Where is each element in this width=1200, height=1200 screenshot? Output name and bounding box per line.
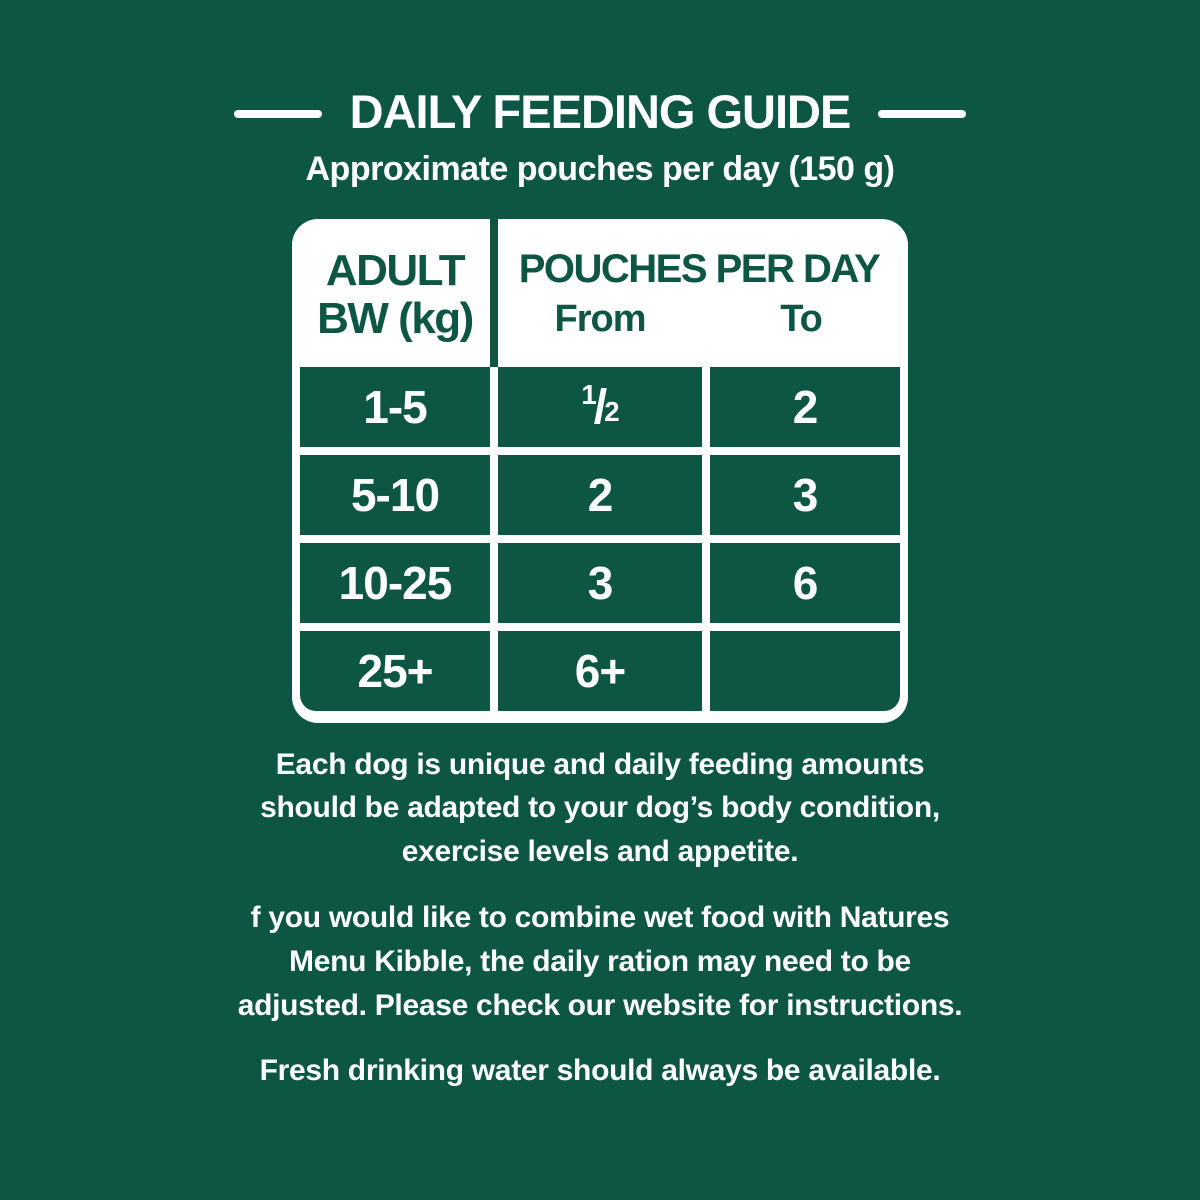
note-line: f you would like to combine wet food wit… bbox=[250, 901, 950, 935]
note-combine-kibble: f you would like to combine wet food wit… bbox=[0, 896, 1200, 1027]
table-cell-to bbox=[710, 630, 900, 711]
table-cell-bodyweight: 25+ bbox=[300, 630, 490, 711]
title-dash-right bbox=[878, 109, 967, 118]
note-line: exercise levels and appetite. bbox=[401, 835, 799, 869]
note-line: Each dog is unique and daily feeding amo… bbox=[275, 747, 925, 781]
title-dash-left bbox=[233, 109, 322, 118]
table-cell-from: 3 bbox=[498, 542, 702, 623]
table-cell-from: 2 bbox=[498, 454, 702, 535]
column-header-to: To bbox=[780, 298, 823, 341]
table-cell-to: 3 bbox=[710, 454, 900, 535]
column-header-bodyweight: ADULT BW (kg) bbox=[300, 219, 490, 367]
pouches-per-day-label: POUCHES PER DAY bbox=[518, 247, 881, 292]
note-body-condition: Each dog is unique and daily feeding amo… bbox=[0, 743, 1200, 874]
bodyweight-header-line2: BW (kg) bbox=[317, 293, 474, 343]
note-line: Menu Kibble, the daily ration may need t… bbox=[289, 944, 911, 978]
feeding-table-header: ADULT BW (kg) POUCHES PER DAY From To bbox=[300, 218, 900, 367]
table-cell-to: 6 bbox=[710, 542, 900, 623]
feeding-table: ADULT BW (kg) POUCHES PER DAY From To 1-… bbox=[292, 218, 908, 723]
notes-section: Each dog is unique and daily feeding amo… bbox=[0, 743, 1200, 1094]
page-title: DAILY FEEDING GUIDE bbox=[349, 85, 852, 138]
title-row: DAILY FEEDING GUIDE bbox=[0, 0, 1200, 138]
table-cell-bodyweight: 10-25 bbox=[300, 542, 490, 623]
column-header-pouches: POUCHES PER DAY From To bbox=[498, 219, 900, 367]
header-divider bbox=[490, 218, 498, 367]
feeding-table-body: 1-5 1/2 2 5-10 2 3 10-25 3 6 25+ 6+ bbox=[300, 366, 900, 711]
bodyweight-header-line1: ADULT bbox=[325, 246, 466, 296]
table-cell-from: 1/2 bbox=[498, 366, 702, 447]
note-line: Fresh drinking water should always be av… bbox=[259, 1054, 941, 1088]
table-cell-to: 2 bbox=[710, 366, 900, 447]
column-header-from: From bbox=[554, 298, 647, 341]
page-subtitle: Approximate pouches per day (150 g) bbox=[305, 149, 896, 188]
table-cell-from: 6+ bbox=[498, 630, 702, 711]
note-fresh-water: Fresh drinking water should always be av… bbox=[0, 1049, 1200, 1093]
from-to-header-row: From To bbox=[498, 298, 900, 341]
table-cell-bodyweight: 1-5 bbox=[300, 366, 490, 447]
table-cell-bodyweight: 5-10 bbox=[300, 454, 490, 535]
note-line: should be adapted to your dog’s body con… bbox=[260, 791, 940, 825]
note-line: adjusted. Please check our website for i… bbox=[237, 988, 963, 1022]
